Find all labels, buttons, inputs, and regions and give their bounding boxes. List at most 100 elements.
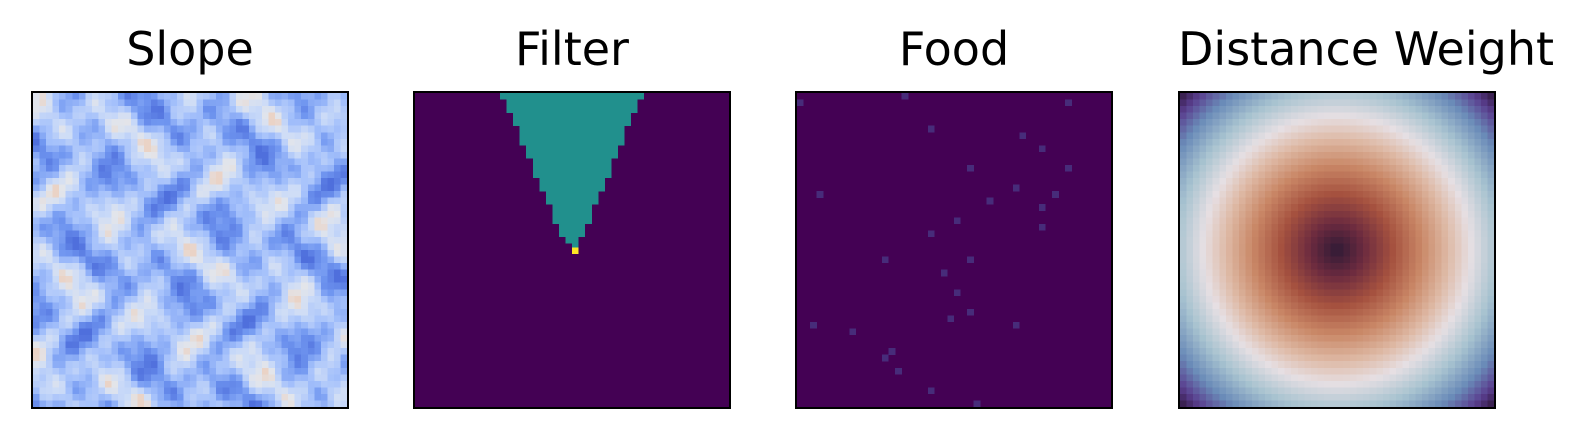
slope-cell [144,125,151,133]
distance-weight-cell [1180,99,1187,107]
distance-weight-cell [1284,315,1292,323]
slope-cell [91,380,99,388]
slope-cell [340,171,347,179]
slope-cell [288,315,295,323]
distance-weight-cell [1461,308,1468,316]
slope-cell [59,282,66,290]
slope-cell [98,387,106,395]
slope-cell [327,210,335,218]
distance-weight-cell [1337,400,1344,407]
slope-cell [235,197,243,205]
distance-weight-cell [1330,119,1338,126]
filter-cone-cell [572,138,579,146]
slope-cell [111,348,119,355]
distance-weight-cell [1415,191,1423,198]
slope-cell [288,361,295,368]
slope-cell [150,374,158,381]
slope-cell [216,132,223,139]
slope-cell [176,335,184,342]
slope-cell [85,164,93,172]
slope-cell [288,276,295,283]
slope-cell [340,125,347,133]
distance-weight-cell [1389,184,1397,192]
filter-cone-cell [526,106,533,113]
slope-cell [340,204,347,211]
slope-cell [118,269,125,277]
slope-cell [111,302,119,310]
slope-cell [111,367,119,375]
distance-weight-cell [1428,328,1436,336]
filter-cone-cell [552,138,560,146]
slope-cell [52,321,60,329]
filter-cone-cell [604,106,612,113]
distance-weight-cell [1461,125,1468,133]
slope-cell [85,387,93,395]
slope-cell [333,256,341,264]
distance-weight-cell [1474,400,1482,407]
distance-weight-cell [1258,112,1266,120]
slope-cell [137,184,145,192]
slope-cell [85,151,93,159]
distance-weight-cell [1415,354,1423,362]
slope-cell [46,354,53,362]
slope-cell [288,119,295,126]
distance-weight-cell [1291,178,1298,185]
distance-weight-cell [1317,119,1325,126]
distance-weight-cell [1467,164,1475,172]
distance-weight-cell [1310,354,1318,362]
distance-weight-cell [1225,295,1233,303]
slope-cell [91,145,99,153]
distance-weight-cell [1297,393,1305,401]
slope-cell [333,210,341,218]
distance-weight-cell [1225,400,1233,407]
distance-weight-cell [1448,93,1455,100]
distance-weight-cell [1415,269,1423,277]
distance-weight-cell [1206,99,1213,107]
slope-cell [275,145,282,153]
distance-weight-cell [1297,400,1305,407]
filter-cone-cell [572,125,579,133]
slope-cell [170,223,178,231]
slope-cell [39,178,47,185]
slope-cell [235,158,243,166]
filter-cone-cell [513,106,520,113]
slope-cell [327,276,335,283]
distance-weight-cell [1487,282,1494,290]
distance-weight-cell [1245,217,1253,224]
filter-cone-cell [519,106,527,113]
distance-weight-cell [1382,321,1390,329]
slope-cell [170,250,178,257]
slope-cell [163,374,171,381]
distance-weight-cell [1395,295,1403,303]
slope-cell [229,295,236,303]
distance-weight-cell [1199,164,1207,172]
slope-cell [33,125,40,133]
slope-cell [39,138,47,146]
distance-weight-cell [1487,125,1494,133]
slope-cell [176,236,184,244]
slope-cell [104,354,112,362]
slope-cell [222,393,230,401]
distance-weight-cell [1271,99,1279,107]
slope-cell [104,289,112,296]
distance-weight-cell [1180,289,1187,296]
filter-cone-cell [604,171,612,179]
distance-weight-cell [1480,99,1488,107]
slope-cell [59,335,66,342]
slope-cell [255,99,263,107]
slope-cell [196,151,204,159]
slope-cell [104,335,112,342]
distance-weight-cell [1186,204,1194,211]
distance-weight-cell [1382,138,1390,146]
slope-cell [229,158,236,166]
food-item-cell [1039,204,1046,211]
slope-cell [118,335,125,342]
distance-weight-cell [1415,302,1423,310]
distance-weight-cell [1225,269,1233,277]
distance-weight-cell [1284,367,1292,375]
slope-cell [85,230,93,238]
distance-weight-cell [1376,400,1383,407]
slope-cell [111,308,119,316]
slope-cell [275,236,282,244]
slope-cell [65,210,73,218]
